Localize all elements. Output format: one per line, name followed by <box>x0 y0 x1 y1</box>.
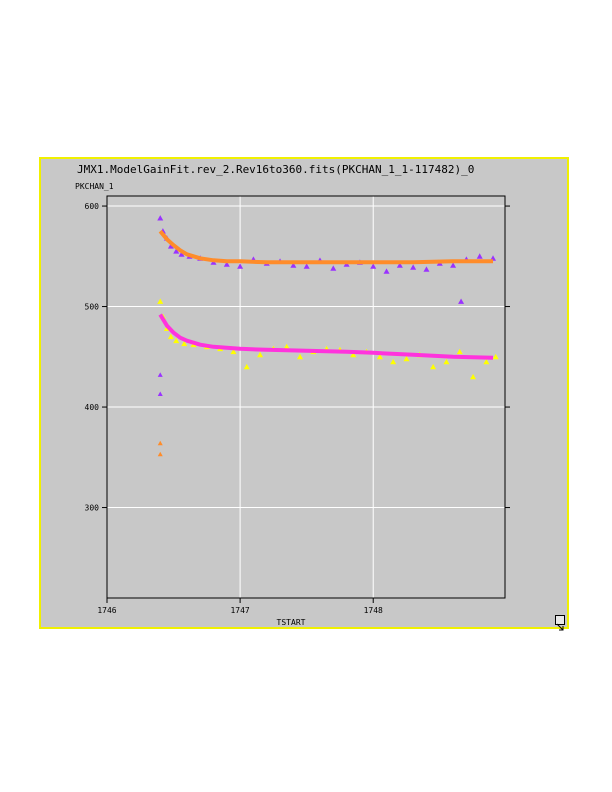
data-point <box>157 298 164 304</box>
data-point <box>492 353 499 360</box>
data-point <box>303 263 310 269</box>
data-point <box>178 251 185 257</box>
data-point <box>476 253 483 259</box>
x-axis-label: TSTART <box>277 618 306 627</box>
fit-curve <box>158 229 493 265</box>
data-point <box>376 353 383 360</box>
y-tick-label: 500 <box>85 303 100 312</box>
data-point <box>450 262 457 268</box>
data-point <box>396 262 403 268</box>
y-tick-label: 600 <box>85 202 100 211</box>
data-point <box>423 266 430 272</box>
tick-layer: 1746 1747 1748 300 400 500 600 <box>85 202 510 615</box>
data-point <box>223 261 230 267</box>
data-point <box>167 243 174 249</box>
fit-curve <box>158 313 494 360</box>
data-point <box>173 248 180 254</box>
data-point <box>167 333 174 340</box>
grid-layer <box>106 196 505 598</box>
data-point <box>383 268 390 274</box>
outlier-point <box>157 440 163 446</box>
data-point <box>297 353 304 360</box>
data-point <box>403 355 410 362</box>
data-point <box>470 373 477 380</box>
data-point <box>290 262 297 268</box>
data-point <box>283 343 290 350</box>
x-tick-label: 1746 <box>97 606 116 615</box>
plot-frame <box>106 195 506 599</box>
x-tick-label: 1747 <box>230 606 249 615</box>
outlier-point <box>157 451 163 457</box>
data-point <box>350 351 357 358</box>
data-point <box>390 358 397 365</box>
data-point <box>458 298 465 304</box>
series-layer <box>157 215 499 457</box>
data-point <box>456 348 463 355</box>
chart: JMX1.ModelGainFit.rev_2.Rev16to360.fits(… <box>75 163 510 627</box>
data-point <box>443 358 450 365</box>
data-point <box>257 351 264 358</box>
y-axis-label: PKCHAN_1 <box>75 182 114 191</box>
data-point <box>483 358 490 365</box>
data-point <box>157 215 164 221</box>
data-point <box>237 263 244 269</box>
data-point <box>330 265 337 271</box>
data-point <box>370 263 377 269</box>
x-tick-label: 1748 <box>364 606 383 615</box>
chart-title: JMX1.ModelGainFit.rev_2.Rev16to360.fits(… <box>77 163 474 176</box>
data-point <box>230 348 237 355</box>
plot-window: JMX1.ModelGainFit.rev_2.Rev16to360.fits(… <box>39 157 569 631</box>
y-tick-label: 400 <box>85 403 100 412</box>
data-point <box>430 363 437 370</box>
y-tick-label: 300 <box>85 504 100 513</box>
data-point <box>173 337 180 344</box>
data-point <box>410 264 417 270</box>
data-point <box>243 363 250 370</box>
resize-arrow-icon[interactable] <box>555 615 565 631</box>
data-point <box>181 340 188 347</box>
outlier-point <box>157 391 163 396</box>
outlier-point <box>157 372 163 377</box>
